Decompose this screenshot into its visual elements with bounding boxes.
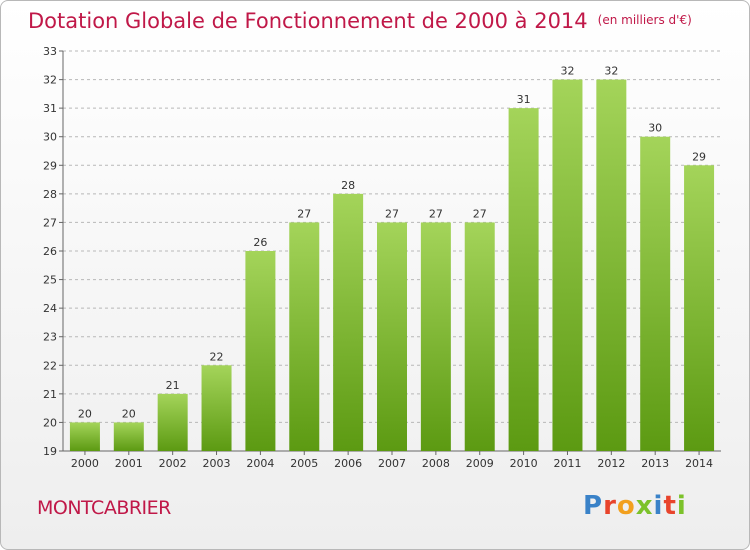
data-label: 32 [604,65,618,78]
x-tick-label: 2013 [641,457,669,470]
chart-title: Dotation Globale de Fonctionnement de 20… [28,9,692,33]
y-tick-label: 23 [43,331,57,344]
data-label: 27 [297,207,311,220]
data-label: 29 [692,150,706,163]
bar-2008 [420,222,451,451]
data-label: 32 [560,65,574,78]
chart-title-text: Dotation Globale de Fonctionnement de 20… [28,9,588,33]
bar-2004 [245,251,276,451]
bar-2011 [552,79,583,452]
logo-letter: x [635,491,654,521]
logo-letter: i [653,491,664,521]
y-tick-label: 27 [43,216,57,229]
y-tick-label: 24 [43,302,57,315]
data-label: 22 [210,350,224,363]
x-tick-label: 2009 [466,457,494,470]
x-tick-label: 2004 [246,457,274,470]
y-tick-label: 29 [43,159,57,172]
data-label: 26 [253,236,267,249]
y-tick-label: 30 [43,131,57,144]
x-tick-label: 2000 [71,457,99,470]
bar-2002 [157,393,188,451]
logo-letter: o [616,491,636,521]
data-label: 27 [385,207,399,220]
data-label: 30 [648,122,662,135]
logo-letter: r [603,491,617,521]
y-tick-label: 28 [43,188,57,201]
y-tick-label: 25 [43,274,57,287]
chart-subtitle: (en milliers d'€) [597,13,692,27]
data-label: 20 [78,407,92,420]
x-tick-label: 2002 [159,457,187,470]
bar-2007 [377,222,407,451]
x-tick-label: 2011 [553,457,581,470]
y-tick-label: 21 [43,388,57,401]
bar-2013 [640,136,671,451]
x-tick-label: 2008 [422,457,450,470]
y-tick-label: 19 [43,445,57,458]
x-tick-label: 2012 [597,457,625,470]
x-tick-label: 2001 [115,457,143,470]
logo-letter: P [583,491,604,521]
data-label: 31 [517,93,531,106]
bar-2000 [69,422,100,451]
data-label: 27 [473,207,487,220]
bar-2012 [596,79,627,452]
y-tick-label: 32 [43,74,57,87]
bar-2005 [289,222,320,451]
y-tick-label: 20 [43,416,57,429]
data-label: 27 [429,207,443,220]
bar-2003 [201,365,232,451]
logo-letter: i [676,491,687,521]
y-tick-label: 31 [43,102,57,115]
y-tick-label: 26 [43,245,57,258]
y-tick-label: 33 [43,45,57,58]
proxiti-logo: Proxiti [583,491,687,521]
bar-2014 [684,165,715,452]
commune-name: MONTCABRIER [37,497,171,519]
bar-2009 [464,222,495,451]
bar-2010 [508,108,539,452]
x-tick-label: 2005 [290,457,318,470]
data-label: 21 [166,379,180,392]
x-tick-label: 2010 [510,457,538,470]
data-label: 28 [341,179,355,192]
logo-letter: t [663,491,677,521]
x-tick-label: 2014 [685,457,713,470]
bar-2006 [333,193,364,451]
bar-2001 [113,422,144,451]
x-tick-label: 2007 [378,457,406,470]
data-label: 20 [122,407,136,420]
x-tick-label: 2003 [203,457,231,470]
x-tick-label: 2006 [334,457,362,470]
y-tick-label: 22 [43,359,57,372]
